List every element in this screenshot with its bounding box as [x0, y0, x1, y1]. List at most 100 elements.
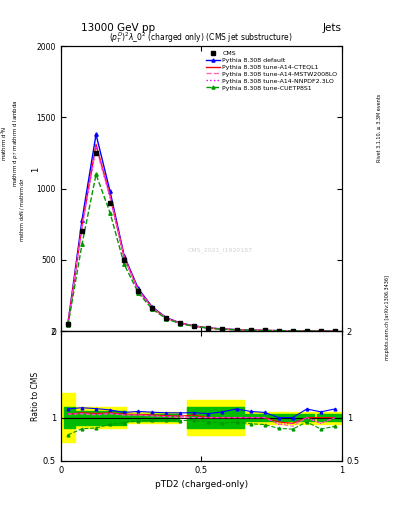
Pythia 8.308 default — [94, 132, 98, 138]
Pythia 8.308 tune-A14-MSTW2008LO — [276, 328, 281, 334]
Pythia 8.308 tune-A14-CTEQL1 — [220, 326, 225, 332]
Pythia 8.308 tune-CUETP8S1 — [178, 321, 183, 327]
Title: $(p_T^D)^2\lambda\_0^2$ (charged only) (CMS jet substructure): $(p_T^D)^2\lambda\_0^2$ (charged only) (… — [110, 30, 293, 45]
Pythia 8.308 tune-A14-MSTW2008LO — [66, 321, 70, 327]
Y-axis label: Ratio to CMS: Ratio to CMS — [31, 371, 40, 420]
Pythia 8.308 tune-CUETP8S1 — [248, 327, 253, 333]
Pythia 8.308 tune-A14-NNPDF2.3LO — [318, 328, 323, 334]
Pythia 8.308 tune-A14-CTEQL1 — [206, 325, 211, 331]
Pythia 8.308 tune-CUETP8S1 — [262, 328, 267, 334]
Pythia 8.308 tune-A14-CTEQL1 — [276, 328, 281, 334]
CMS — [80, 228, 84, 234]
Pythia 8.308 tune-A14-CTEQL1 — [80, 223, 84, 229]
Text: 1: 1 — [31, 166, 40, 172]
Pythia 8.308 tune-CUETP8S1 — [192, 323, 197, 329]
Pythia 8.308 tune-CUETP8S1 — [206, 325, 211, 331]
Pythia 8.308 default — [150, 304, 154, 310]
CMS — [248, 327, 253, 333]
Pythia 8.308 tune-CUETP8S1 — [305, 328, 309, 334]
Pythia 8.308 default — [332, 328, 337, 334]
Pythia 8.308 default — [80, 217, 84, 223]
CMS — [318, 328, 323, 334]
Pythia 8.308 tune-A14-CTEQL1 — [262, 327, 267, 333]
Pythia 8.308 tune-CUETP8S1 — [108, 210, 112, 216]
Pythia 8.308 tune-CUETP8S1 — [276, 328, 281, 334]
Line: Pythia 8.308 tune-A14-CTEQL1: Pythia 8.308 tune-A14-CTEQL1 — [68, 144, 335, 331]
Text: mathrm d $p_T$ mathrm d lambda: mathrm d $p_T$ mathrm d lambda — [11, 99, 20, 187]
Pythia 8.308 tune-A14-NNPDF2.3LO — [122, 254, 127, 261]
Pythia 8.308 tune-A14-CTEQL1 — [66, 321, 70, 327]
Pythia 8.308 tune-A14-CTEQL1 — [234, 327, 239, 333]
Pythia 8.308 default — [290, 328, 295, 334]
Pythia 8.308 tune-A14-NNPDF2.3LO — [262, 327, 267, 333]
Pythia 8.308 tune-A14-MSTW2008LO — [136, 287, 141, 293]
Pythia 8.308 default — [318, 328, 323, 334]
Pythia 8.308 default — [305, 328, 309, 334]
CMS — [234, 327, 239, 333]
Pythia 8.308 default — [248, 327, 253, 333]
Line: Pythia 8.308 tune-CUETP8S1: Pythia 8.308 tune-CUETP8S1 — [66, 173, 337, 333]
Line: Pythia 8.308 default: Pythia 8.308 default — [66, 133, 337, 333]
Pythia 8.308 tune-A14-MSTW2008LO — [178, 321, 183, 327]
X-axis label: pTD2 (charged-only): pTD2 (charged-only) — [155, 480, 248, 489]
Pythia 8.308 tune-A14-CTEQL1 — [164, 315, 169, 321]
Pythia 8.308 tune-A14-NNPDF2.3LO — [94, 143, 98, 150]
Pythia 8.308 default — [178, 320, 183, 326]
CMS — [94, 150, 98, 156]
Pythia 8.308 tune-A14-NNPDF2.3LO — [234, 327, 239, 333]
Pythia 8.308 tune-A14-MSTW2008LO — [290, 328, 295, 334]
Pythia 8.308 tune-A14-MSTW2008LO — [318, 328, 323, 334]
Pythia 8.308 tune-A14-CTEQL1 — [305, 328, 309, 334]
Text: mcplots.cern.ch [arXiv:1306.3436]: mcplots.cern.ch [arXiv:1306.3436] — [385, 275, 389, 360]
Pythia 8.308 tune-A14-MSTW2008LO — [108, 194, 112, 200]
CMS — [192, 323, 197, 329]
Pythia 8.308 tune-A14-MSTW2008LO — [234, 327, 239, 333]
Pythia 8.308 tune-A14-NNPDF2.3LO — [220, 326, 225, 332]
Pythia 8.308 default — [192, 323, 197, 329]
Pythia 8.308 default — [220, 326, 225, 332]
Pythia 8.308 tune-A14-MSTW2008LO — [192, 323, 197, 329]
Pythia 8.308 tune-A14-MSTW2008LO — [220, 326, 225, 332]
Pythia 8.308 tune-A14-CTEQL1 — [94, 141, 98, 147]
Text: Jets: Jets — [323, 23, 342, 33]
CMS — [150, 305, 154, 311]
Pythia 8.308 tune-CUETP8S1 — [122, 261, 127, 267]
Pythia 8.308 tune-A14-NNPDF2.3LO — [108, 194, 112, 200]
Pythia 8.308 default — [234, 327, 239, 333]
Pythia 8.308 tune-A14-CTEQL1 — [122, 254, 127, 260]
Pythia 8.308 tune-A14-NNPDF2.3LO — [136, 287, 141, 293]
Pythia 8.308 tune-CUETP8S1 — [332, 328, 337, 334]
Pythia 8.308 tune-A14-NNPDF2.3LO — [206, 325, 211, 331]
CMS — [108, 200, 112, 206]
Pythia 8.308 tune-A14-CTEQL1 — [318, 328, 323, 334]
Pythia 8.308 default — [164, 314, 169, 321]
Line: CMS: CMS — [66, 151, 337, 333]
Pythia 8.308 default — [66, 321, 70, 327]
CMS — [332, 328, 337, 334]
Pythia 8.308 default — [206, 325, 211, 331]
Pythia 8.308 tune-A14-NNPDF2.3LO — [164, 315, 169, 322]
CMS — [136, 288, 141, 294]
Text: 13000 GeV pp: 13000 GeV pp — [81, 23, 155, 33]
Pythia 8.308 tune-A14-MSTW2008LO — [164, 315, 169, 322]
Pythia 8.308 tune-A14-CTEQL1 — [150, 305, 154, 311]
Pythia 8.308 tune-CUETP8S1 — [164, 316, 169, 322]
Pythia 8.308 tune-A14-MSTW2008LO — [94, 144, 98, 151]
CMS — [262, 327, 267, 333]
CMS — [206, 325, 211, 331]
Pythia 8.308 tune-A14-MSTW2008LO — [80, 224, 84, 230]
Pythia 8.308 tune-A14-MSTW2008LO — [332, 328, 337, 334]
Pythia 8.308 tune-A14-NNPDF2.3LO — [248, 327, 253, 333]
Pythia 8.308 default — [122, 252, 127, 259]
Pythia 8.308 default — [276, 328, 281, 334]
Pythia 8.308 tune-CUETP8S1 — [150, 306, 154, 312]
CMS — [276, 328, 281, 334]
Pythia 8.308 tune-A14-MSTW2008LO — [122, 254, 127, 261]
Pythia 8.308 default — [262, 327, 267, 333]
Pythia 8.308 default — [108, 188, 112, 195]
Text: mathrm d$\sigma$N / mathrm d$\sigma$: mathrm d$\sigma$N / mathrm d$\sigma$ — [18, 178, 26, 242]
Text: Rivet 3.1.10, ≥ 3.3M events: Rivet 3.1.10, ≥ 3.3M events — [377, 94, 382, 162]
CMS — [164, 315, 169, 322]
Pythia 8.308 tune-A14-NNPDF2.3LO — [276, 328, 281, 334]
Pythia 8.308 tune-CUETP8S1 — [290, 328, 295, 334]
